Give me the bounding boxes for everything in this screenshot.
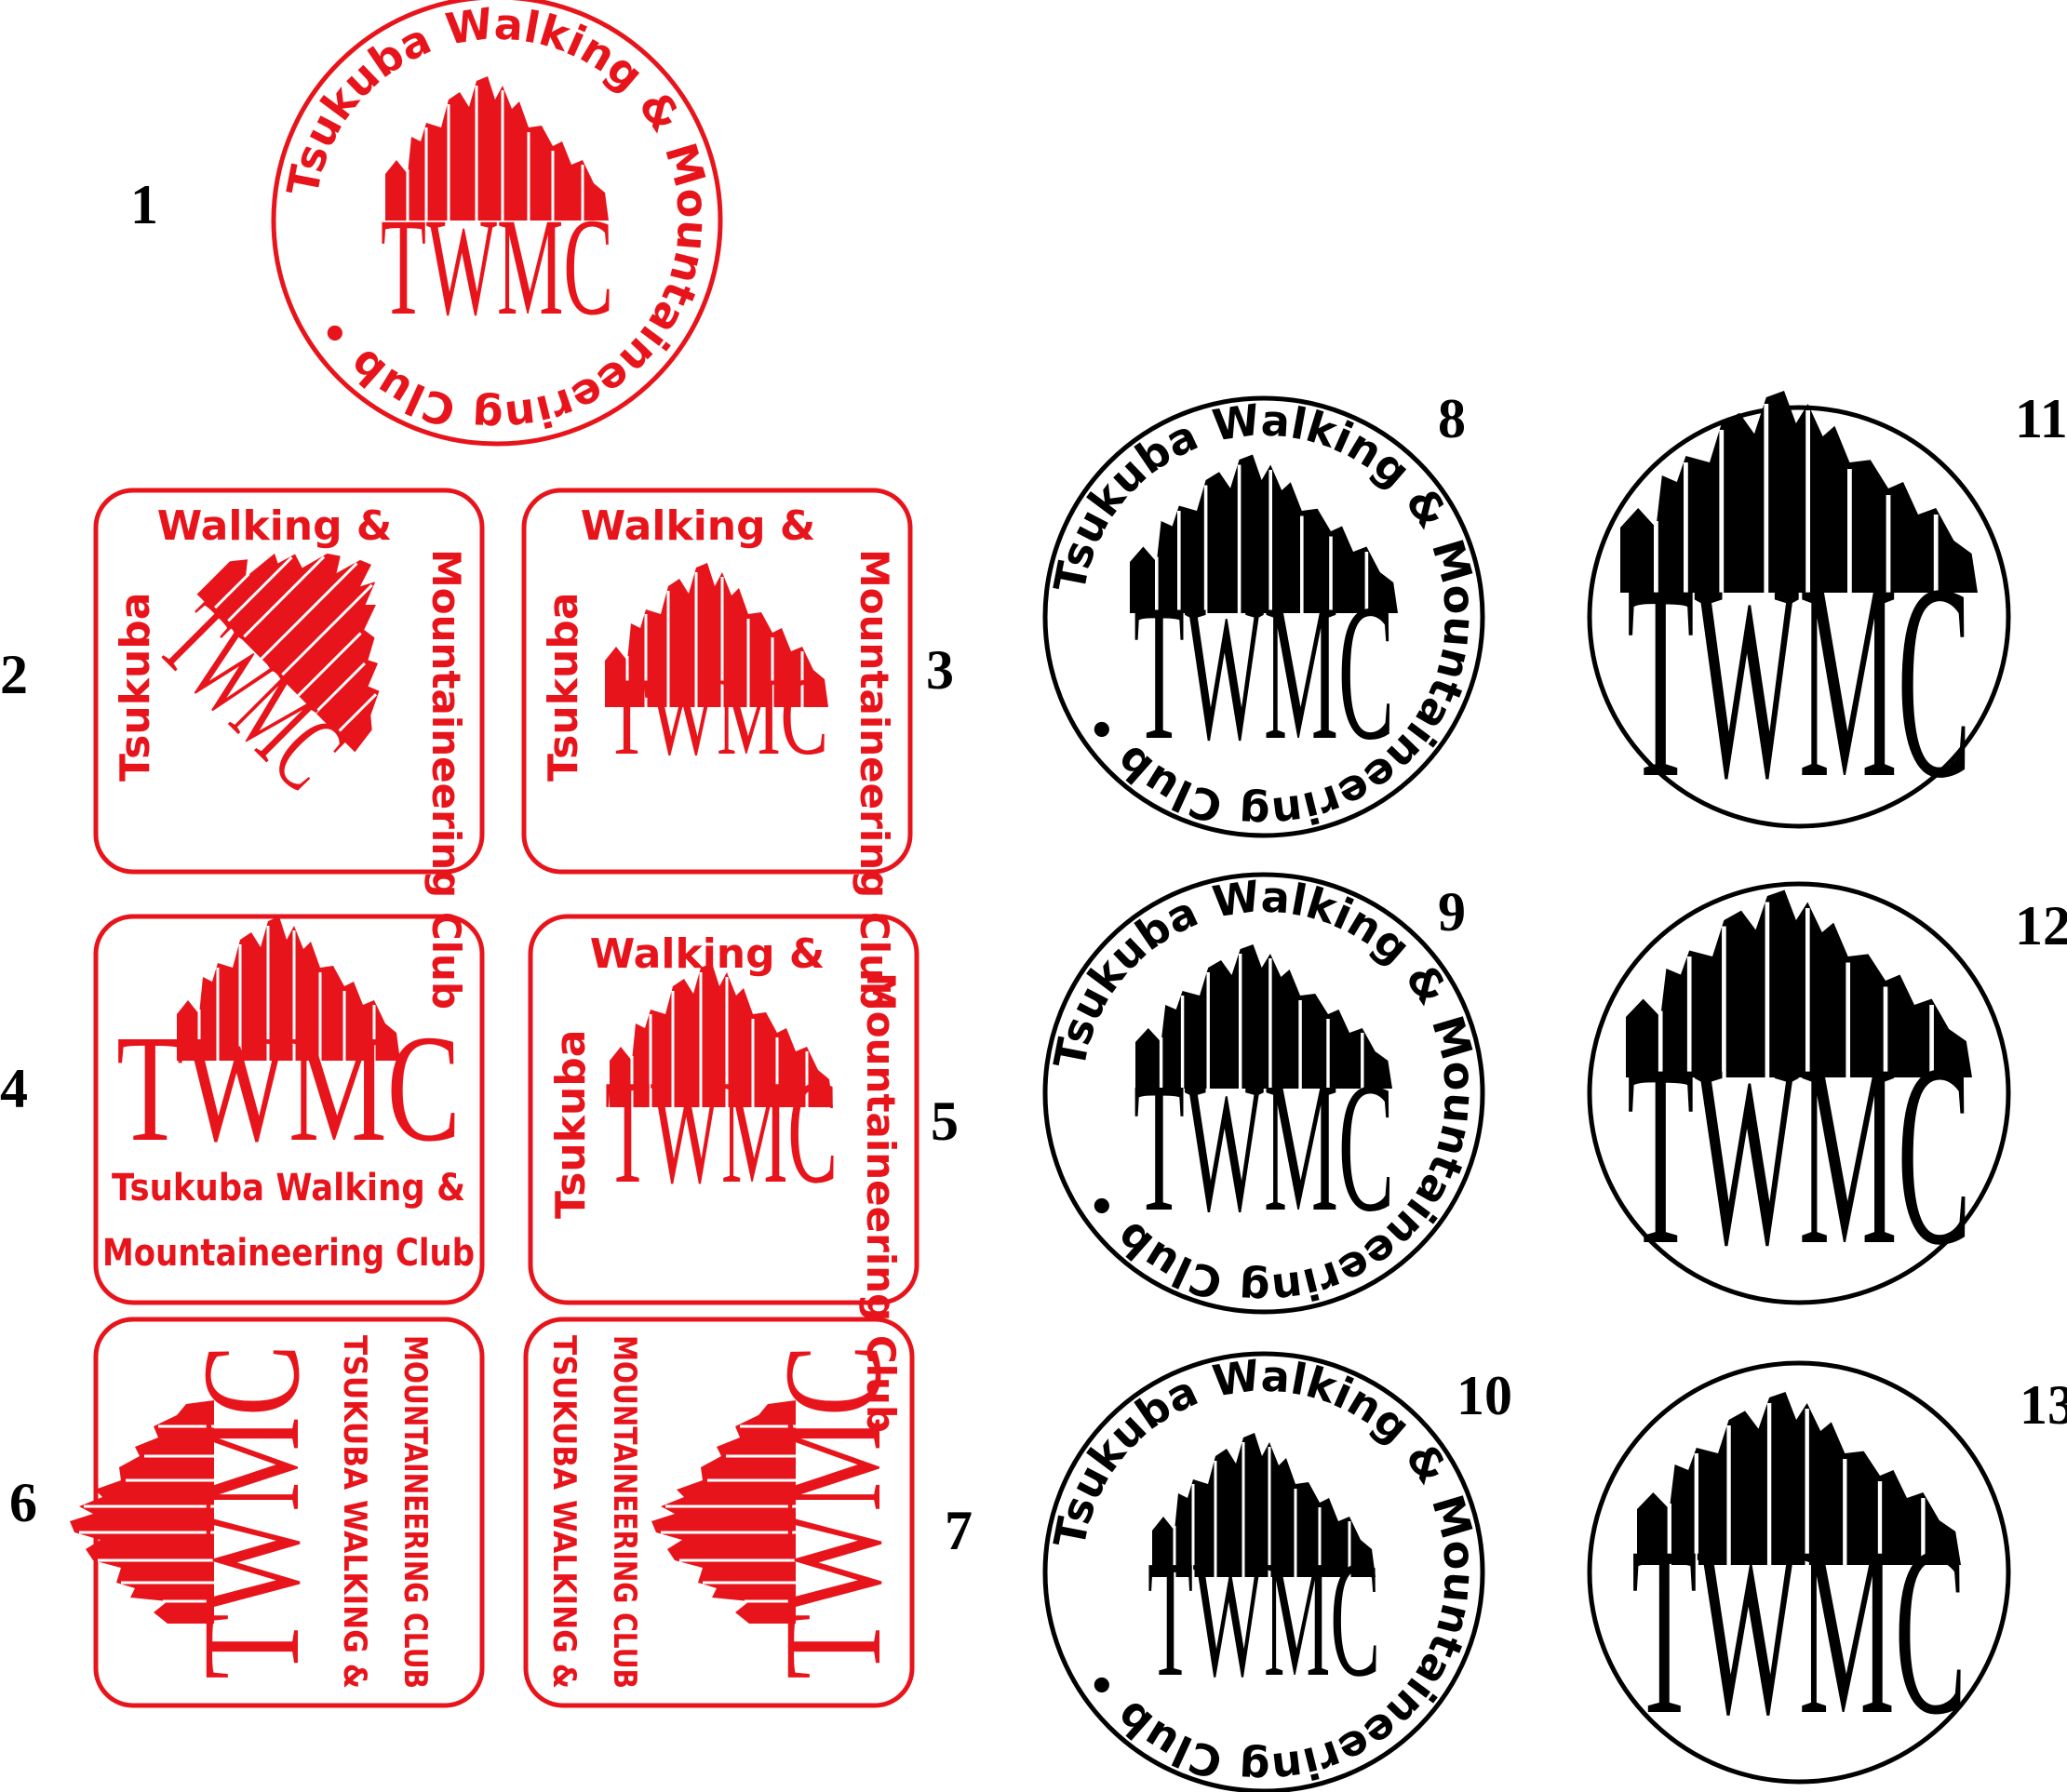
logo-3-right: Mountaineering Club	[852, 549, 897, 1010]
logo-1: Tsukuba Walking & Mountaineering Club • …	[271, 0, 723, 447]
number-12: 12	[2015, 895, 2067, 956]
logo-9-twmc: TWMC	[1134, 1045, 1394, 1250]
logo-2: Walking & Mountaineering Club Tsukuba TW…	[93, 488, 485, 1010]
logo-5-twmc: TWMC	[605, 1049, 838, 1214]
logo-6: TWMC TSUKUBA WALKING & MOUNTAINEERING CL…	[68, 1317, 485, 1708]
logo-6-vert-2: MOUNTAINEERING CLUB	[396, 1335, 434, 1689]
logo-2-right: Mountaineering Club	[423, 549, 469, 1010]
number-7: 7	[945, 1500, 973, 1561]
logo-4-line-2: Mountaineering Club	[102, 1232, 475, 1275]
logo-13-twmc: TWMC	[1631, 1497, 1966, 1765]
logo-10: Tsukuba Walking & Mountaineering Club • …	[1042, 1350, 1486, 1792]
logo-3-twmc: TWMC	[605, 654, 828, 778]
logo-12-twmc: TWMC	[1627, 1010, 1971, 1299]
logo-7: TSUKUBA WALKING & MOUNTAINEERING CLUB TW…	[523, 1317, 915, 1708]
logo-11: TWMC	[1587, 391, 2011, 836]
number-3: 3	[926, 639, 954, 701]
logo-2-top: Walking &	[157, 502, 393, 550]
logo-7-twmc: TWMC	[756, 1344, 910, 1679]
number-8: 8	[1438, 388, 1466, 449]
number-13: 13	[2020, 1374, 2067, 1436]
logo-7-vert-1: TSUKUBA WALKING &	[545, 1335, 583, 1689]
logo-3-top: Walking &	[581, 502, 816, 550]
logo-12: TWMC	[1587, 881, 2011, 1305]
number-6: 6	[9, 1472, 37, 1533]
logo-4-line-1: Tsukuba Walking &	[112, 1167, 465, 1210]
logo-10-twmc: TWMC	[1148, 1526, 1380, 1711]
logo-3-left: Tsukuba	[540, 593, 587, 782]
logo-5-left: Tsukuba	[547, 1030, 595, 1219]
number-2: 2	[0, 644, 28, 705]
logo-8-twmc: TWMC	[1134, 565, 1394, 781]
logo-6-twmc: TWMC	[174, 1344, 329, 1679]
logo-5-right: Mountaineering Club	[858, 972, 904, 1433]
number-5: 5	[931, 1090, 959, 1152]
logo-13: TWMC	[1587, 1360, 2011, 1785]
logo-8: Tsukuba Walking & Mountaineering Club • …	[1042, 395, 1486, 839]
number-11: 11	[2015, 388, 2067, 449]
logo-9: Tsukuba Walking & Mountaineering Club • …	[1042, 871, 1486, 1316]
logo-3: Walking & Mountaineering Club Tsukuba TW…	[521, 488, 913, 1010]
logo-4-twmc: TWMC	[116, 1003, 461, 1173]
logo-1-twmc: TWMC	[381, 190, 613, 344]
number-1: 1	[130, 174, 158, 235]
number-4: 4	[0, 1058, 28, 1119]
number-10: 10	[1456, 1365, 1512, 1426]
logo-5: Walking & Mountaineering Club Tsukuba TW…	[528, 914, 919, 1433]
logo-11-twmc: TWMC	[1627, 527, 1971, 836]
logo-6-vert-1: TSUKUBA WALKING &	[336, 1335, 373, 1689]
number-9: 9	[1438, 881, 1466, 943]
logo-7-vert-2: MOUNTAINEERING CLUB	[606, 1335, 643, 1689]
logo-4: TWMC Tsukuba Walking & Mountaineering Cl…	[93, 914, 485, 1305]
logo-2-left: Tsukuba	[112, 593, 159, 782]
